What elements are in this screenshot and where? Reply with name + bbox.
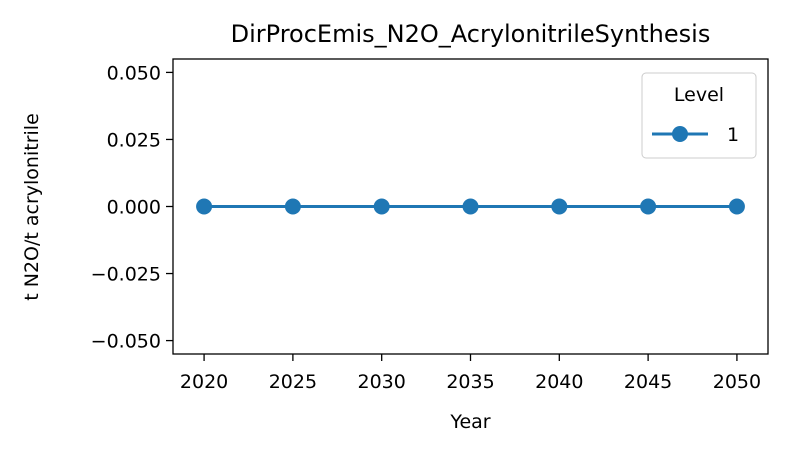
legend: Level 1	[641, 72, 757, 159]
data-point	[373, 198, 390, 215]
x-tick-label: 2035	[446, 371, 494, 393]
legend-title: Level	[674, 84, 724, 106]
series-layer	[196, 198, 745, 215]
x-tick-label: 2045	[624, 371, 672, 393]
y-tick-label: −0.050	[91, 331, 161, 353]
data-point	[640, 198, 657, 215]
data-point	[284, 198, 301, 215]
data-point	[462, 198, 479, 215]
x-tick-label: 2030	[358, 371, 406, 393]
legend-series-label: 1	[727, 124, 739, 146]
chart-title: DirProcEmis_N2O_AcrylonitrileSynthesis	[231, 20, 711, 48]
legend-box	[641, 72, 757, 159]
y-ticks: 0.050 0.025 0.000 −0.025 −0.050	[91, 62, 173, 353]
y-axis-label: t N2O/t acrylonitrile	[21, 113, 43, 301]
x-tick-label: 2025	[269, 371, 317, 393]
data-point	[551, 198, 568, 215]
x-tick-label: 2040	[535, 371, 583, 393]
y-tick-label: −0.025	[91, 264, 161, 286]
legend-series-marker	[672, 126, 688, 142]
x-tick-label: 2050	[713, 371, 761, 393]
y-tick-label: 0.050	[107, 62, 161, 84]
x-tick-label: 2020	[180, 371, 228, 393]
x-ticks: 2020 2025 2030 2035 2040 2045 2050	[180, 354, 761, 393]
data-point	[728, 198, 745, 215]
y-tick-label: 0.025	[107, 129, 161, 151]
data-point	[196, 198, 213, 215]
y-tick-label: 0.000	[107, 197, 161, 219]
x-axis-label: Year	[449, 411, 490, 433]
plot-frame	[172, 58, 769, 355]
